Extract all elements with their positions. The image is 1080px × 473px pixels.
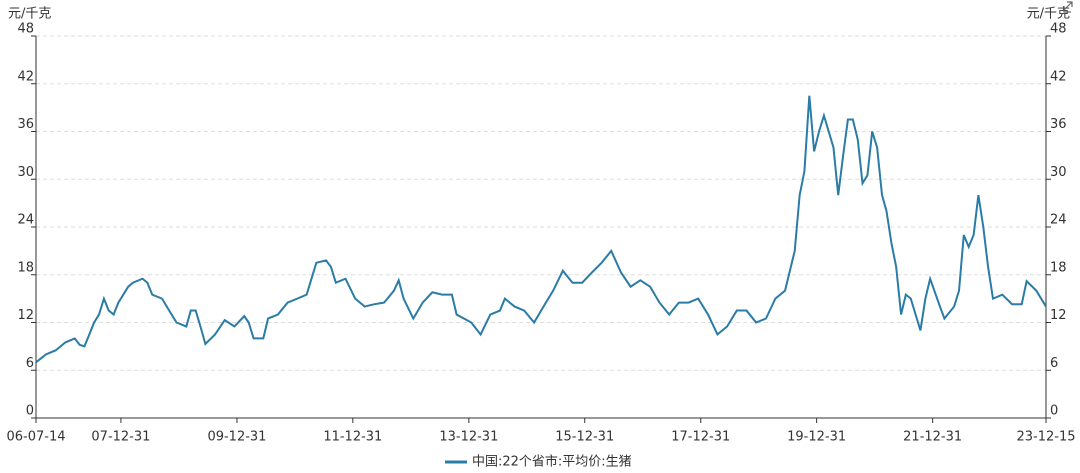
x-tick-label: 23-12-15 [1016, 430, 1075, 445]
x-tick-label: 09-12-31 [207, 430, 266, 445]
expand-icon[interactable] [1063, 1, 1073, 13]
y2-tick-label: 48 [1050, 22, 1067, 37]
y-tick-label: 42 [17, 69, 34, 84]
y-tick-label: 30 [17, 165, 34, 180]
y2-tick-label: 18 [1050, 260, 1067, 275]
y-tick-label: 24 [17, 213, 34, 228]
y2-tick-label: 12 [1050, 308, 1067, 323]
y-tick-label: 18 [17, 260, 34, 275]
x-tick-label: 15-12-31 [555, 430, 614, 445]
x-tick-label: 13-12-31 [439, 430, 498, 445]
series-line [35, 95, 1047, 364]
y2-tick-label: 30 [1050, 165, 1067, 180]
x-tick-label: 07-12-31 [91, 430, 150, 445]
y2-tick-label: 6 [1050, 356, 1058, 371]
y-tick-label: 36 [17, 117, 34, 132]
x-tick-label: 17-12-31 [671, 430, 730, 445]
y-tick-label: 48 [17, 22, 34, 37]
x-tick-label: 21-12-31 [903, 430, 962, 445]
y-tick-label: 12 [17, 308, 34, 323]
y2-tick-label: 0 [1050, 404, 1058, 419]
y2-tick-label: 42 [1050, 69, 1067, 84]
legend-label: 中国:22个省市:平均价:生猪 [472, 454, 632, 470]
y2-tick-label: 36 [1050, 117, 1067, 132]
y-axis-unit: 元/千克 [8, 7, 51, 22]
x-tick-label: 06-07-14 [6, 430, 65, 445]
x-tick-label: 19-12-31 [787, 430, 846, 445]
y-tick-label: 0 [26, 404, 34, 419]
y2-tick-label: 24 [1050, 213, 1067, 228]
y2-axis-unit: 元/千克 [1027, 7, 1070, 22]
x-tick-label: 11-12-31 [323, 430, 382, 445]
expand-icon-glyph[interactable] [1063, 1, 1073, 13]
y-tick-label: 6 [26, 356, 34, 371]
